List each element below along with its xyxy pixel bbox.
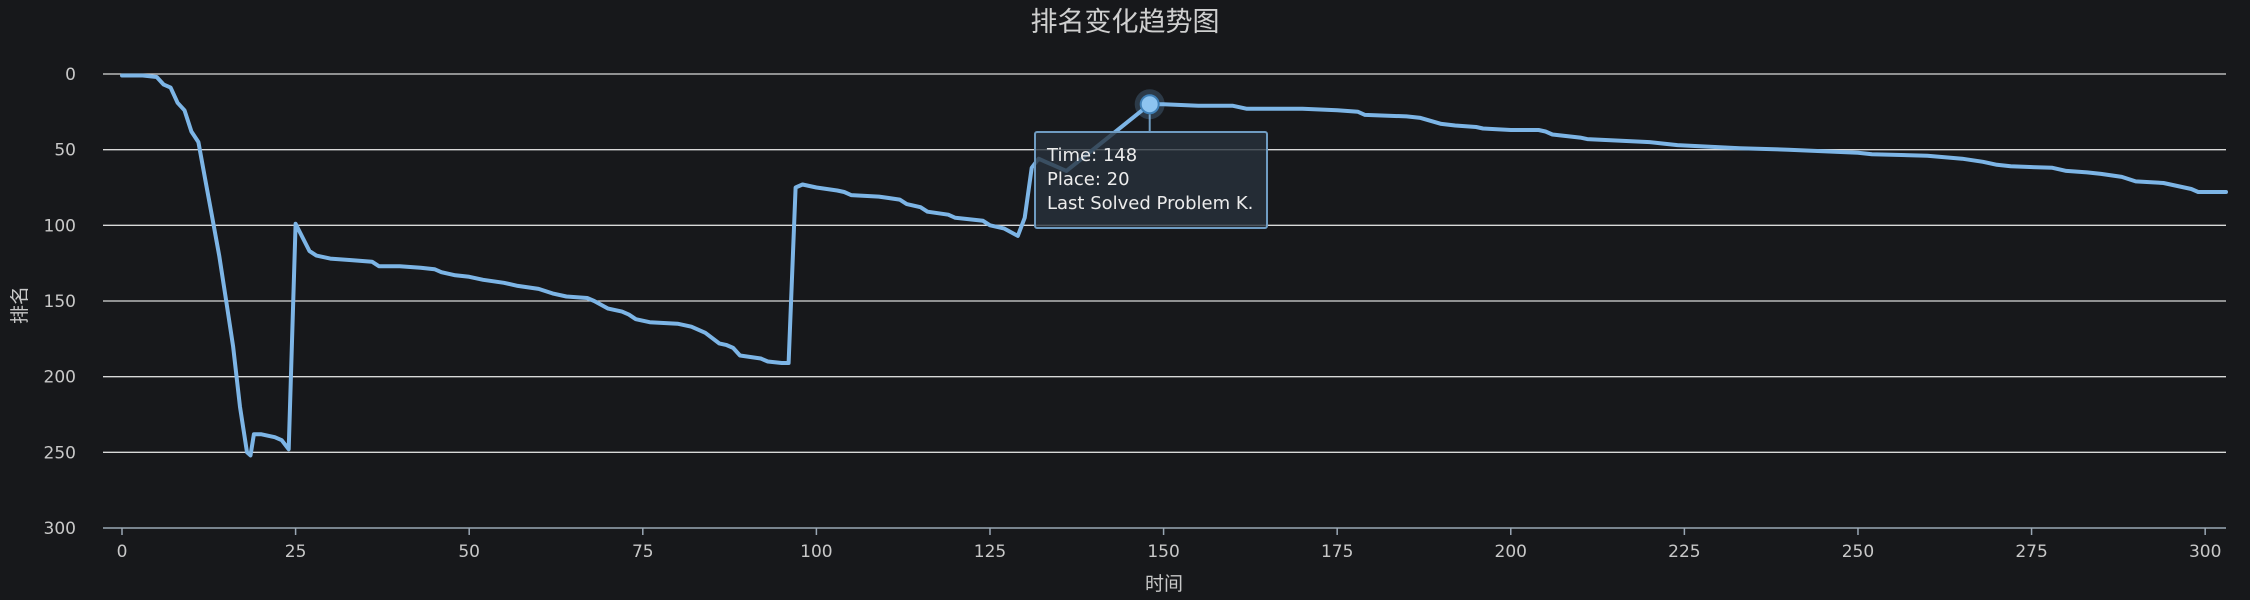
tooltip-time-value: 148 [1102,145,1138,166]
series-line-0 [120,73,2228,458]
y-tick-label-100: 100 [44,216,76,236]
hover-point-group[interactable] [1134,89,1165,131]
tooltip-time-label: Time [1047,145,1092,166]
x-tick-label-75: 75 [632,542,654,562]
y-axis: 0 50 100 150 200 250 300 [44,65,76,539]
tooltip-place-value: 20 [1106,169,1130,190]
x-tick-label-225: 225 [1668,542,1700,562]
tooltip-place-label: Place [1047,169,1095,190]
x-tick-label-125: 125 [974,542,1006,562]
tooltip-last-solved: Last Solved Problem K. [1047,193,1254,214]
tooltip-place-row: Place: 20 [1047,169,1130,190]
hover-point [1139,94,1160,115]
x-tick-label-0: 0 [117,542,128,562]
x-tick-label-25: 25 [285,542,307,562]
y-tick-label-300: 300 [44,519,76,539]
series-group [120,73,2228,458]
y-tick-label-150: 150 [44,292,76,312]
x-tick-label-150: 150 [1147,542,1179,562]
x-tick-label-275: 275 [2015,542,2047,562]
y-tick-label-250: 250 [44,443,76,463]
x-tick-label-175: 175 [1321,542,1353,562]
x-tick-label-200: 200 [1495,542,1527,562]
x-axis-title: 时间 [1145,573,1183,595]
x-tick-label-100: 100 [800,542,832,562]
x-axis: 0 25 50 75 100 125 150 175 200 225 250 275 300 [103,527,2226,562]
x-tick-label-50: 50 [458,542,480,562]
chart-title: 排名变化趋势图 [1031,7,1220,38]
y-tick-label-200: 200 [44,368,76,388]
y-axis-title: 排名 [9,286,31,324]
tooltip-time-row: Time: 148 [1047,145,1138,166]
x-tick-label-250: 250 [1842,542,1874,562]
y-tick-label-50: 50 [54,141,76,161]
y-tick-label-0: 0 [65,65,76,85]
data-tooltip: Time: 148 Place: 20 Last Solved Problem … [1034,131,1268,229]
x-tick-label-300: 300 [2189,542,2221,562]
